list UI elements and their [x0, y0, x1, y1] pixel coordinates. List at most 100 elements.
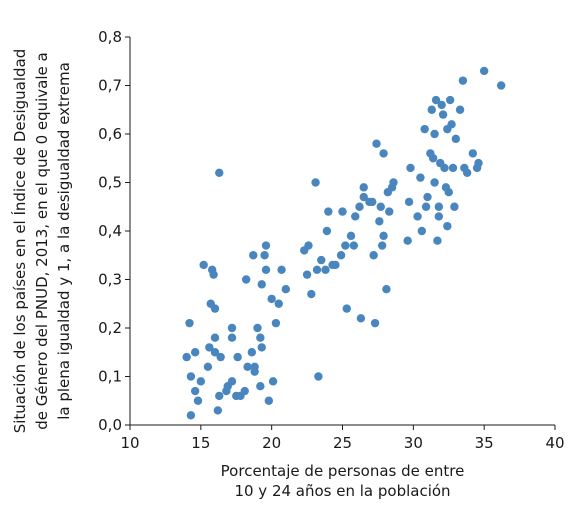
y-tick-label: 0,5 — [98, 174, 122, 192]
data-point — [182, 352, 191, 362]
data-point — [342, 304, 351, 313]
data-point — [307, 289, 316, 299]
data-point — [338, 207, 347, 216]
data-point — [428, 154, 438, 163]
data-point — [213, 406, 223, 415]
data-point — [443, 221, 452, 231]
data-point — [209, 270, 218, 279]
data-point — [256, 382, 265, 391]
data-point — [420, 124, 429, 134]
data-point — [427, 105, 436, 114]
data-point — [260, 251, 269, 260]
data-point — [250, 367, 259, 376]
data-point — [210, 304, 220, 313]
y-tick-label: 0,0 — [98, 416, 122, 434]
data-point — [423, 192, 432, 202]
data-point — [385, 207, 394, 216]
data-point — [455, 105, 465, 114]
data-point — [205, 343, 214, 352]
data-point — [434, 212, 444, 221]
data-point — [403, 236, 412, 245]
data-point — [314, 372, 323, 381]
data-point — [311, 178, 320, 187]
y-tick-label: 0,7 — [98, 77, 122, 95]
data-point — [321, 265, 330, 274]
data-point — [215, 168, 224, 177]
data-point — [356, 314, 366, 323]
data-point — [322, 226, 332, 236]
data-point — [431, 95, 441, 105]
data-point — [257, 280, 266, 289]
data-point — [186, 411, 196, 420]
data-point — [190, 348, 200, 357]
data-point — [404, 197, 414, 207]
data-point — [210, 333, 220, 342]
data-point — [312, 265, 322, 274]
data-point — [281, 285, 291, 294]
data-point — [430, 129, 439, 139]
x-axis: 10 15 20 25 30 35 40 — [120, 424, 565, 452]
x-tick-label: 25 — [333, 434, 352, 452]
data-point — [193, 396, 203, 405]
data-point — [474, 158, 483, 168]
data-point — [496, 81, 506, 90]
data-point — [379, 149, 388, 158]
data-point — [416, 173, 425, 182]
data-point — [444, 188, 453, 197]
data-point — [240, 386, 249, 396]
data-point — [437, 100, 446, 110]
data-point — [247, 348, 257, 357]
data-point — [382, 285, 391, 294]
data-point — [216, 352, 225, 362]
y-axis-title-line: la plena igualdad y 1, a la desigualdad … — [55, 62, 73, 420]
data-point — [375, 217, 384, 226]
data-point — [227, 377, 237, 386]
y-tick-label: 0,6 — [98, 125, 122, 143]
data-point — [261, 265, 271, 274]
data-point — [253, 323, 262, 333]
data-point — [264, 396, 274, 405]
data-point — [261, 241, 271, 250]
data-point — [233, 352, 242, 362]
x-tick-label: 30 — [404, 434, 423, 452]
y-tick-label: 0,4 — [98, 222, 122, 240]
data-point — [406, 163, 415, 173]
data-point — [430, 178, 439, 187]
y-axis: 0,0 0,1 0,2 0,3 0,4 0,5 0,6 0,7 0,8 — [98, 28, 131, 434]
data-point — [210, 348, 220, 357]
data-point — [377, 241, 387, 250]
data-point — [462, 168, 472, 177]
data-point — [370, 318, 380, 328]
data-point — [479, 66, 489, 76]
x-axis-title-line: Porcentaje de personas de entre — [221, 462, 465, 480]
data-point — [433, 236, 442, 245]
x-tick-label: 40 — [545, 434, 564, 452]
data-point — [336, 251, 346, 260]
data-point — [379, 231, 388, 241]
data-point — [203, 362, 213, 371]
data-point — [267, 294, 276, 304]
x-tick-label: 35 — [475, 434, 494, 452]
data-point — [199, 260, 208, 270]
y-tick-label: 0,3 — [98, 271, 122, 289]
data-point — [324, 207, 333, 216]
y-axis-title: Situación de los países en el Índice de … — [10, 49, 73, 434]
data-point — [413, 212, 422, 221]
data-point — [389, 178, 398, 187]
x-tick-label: 10 — [120, 434, 139, 452]
data-point — [190, 386, 200, 396]
data-point — [256, 333, 265, 342]
data-point — [468, 149, 478, 158]
data-point — [450, 202, 459, 211]
x-tick-label: 15 — [191, 434, 210, 452]
y-tick-label: 0,2 — [98, 319, 122, 337]
data-point — [304, 241, 313, 250]
data-point — [274, 299, 283, 308]
data-point — [257, 343, 266, 352]
data-point — [341, 241, 350, 250]
data-points — [182, 66, 506, 420]
data-point — [351, 212, 360, 221]
data-point — [331, 260, 340, 270]
data-point — [447, 120, 456, 129]
